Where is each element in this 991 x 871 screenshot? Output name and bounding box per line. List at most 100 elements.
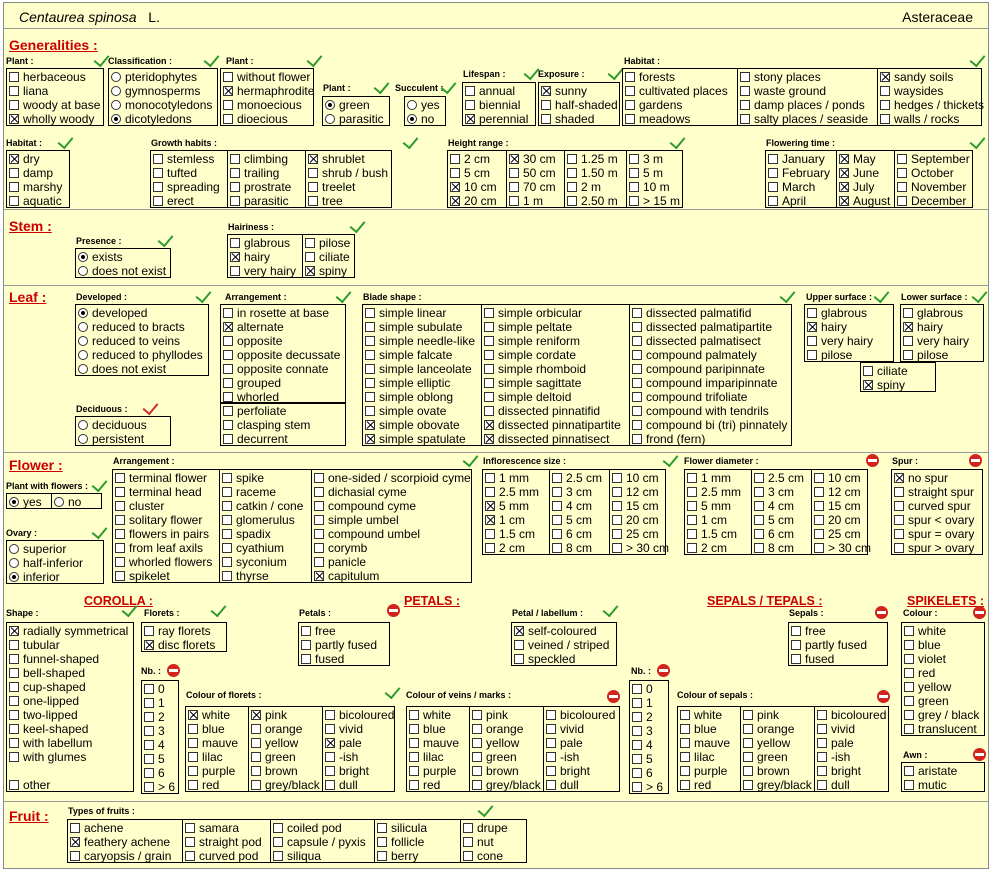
checkbox[interactable] [484, 406, 494, 416]
option-leaf-lower[interactable]: very hairy [903, 334, 969, 348]
option-co-colour[interactable]: dull [325, 778, 358, 792]
option-gen-expo[interactable]: sunny [541, 84, 587, 98]
option-fl-infl[interactable]: > 30 cm [612, 541, 669, 555]
option-gen-flowering[interactable]: March [768, 180, 815, 194]
option-leaf-arr[interactable]: whorled [223, 390, 279, 404]
checkbox[interactable] [472, 724, 482, 734]
checkbox[interactable] [273, 837, 283, 847]
checkbox[interactable] [484, 308, 494, 318]
checkbox[interactable] [308, 168, 318, 178]
checkbox[interactable] [365, 392, 375, 402]
option-gen-life[interactable]: biennial [465, 98, 520, 112]
option-fl-infl[interactable]: 2 cm [485, 541, 525, 555]
checkbox[interactable] [904, 626, 914, 636]
checkbox[interactable] [687, 501, 697, 511]
option-fl-infl[interactable]: 15 cm [612, 499, 659, 513]
checkbox[interactable] [9, 752, 19, 762]
option-se-nb[interactable]: > 6 [632, 780, 663, 794]
checkbox[interactable] [768, 182, 778, 192]
option-pe-veins[interactable]: red [409, 778, 440, 792]
option-fl-arr[interactable]: compound umbel [314, 527, 420, 541]
checkbox[interactable] [894, 515, 904, 525]
option-co-shape[interactable]: other [9, 778, 50, 792]
checkbox[interactable] [546, 738, 556, 748]
option-pe-veins[interactable]: pale [546, 736, 583, 750]
checkbox[interactable] [115, 515, 125, 525]
option-gen-expo[interactable]: shaded [541, 112, 594, 126]
option-sp-colour[interactable]: blue [904, 638, 941, 652]
option-co-nb[interactable]: 5 [144, 752, 165, 766]
option-gen-flowering[interactable]: January [768, 152, 825, 166]
option-gen-class[interactable]: monocotyledons [111, 98, 212, 112]
radio-button[interactable] [78, 308, 88, 318]
option-leaf-blade[interactable]: compound imparipinnate [632, 376, 777, 390]
checkbox[interactable] [541, 86, 551, 96]
checkbox[interactable] [223, 336, 233, 346]
option-pe-veins[interactable]: -ish [546, 750, 579, 764]
checkbox[interactable] [115, 501, 125, 511]
option-se-colour[interactable]: purple [680, 764, 727, 778]
option-fl-spur[interactable]: straight spur [894, 485, 974, 499]
option-se-sepals[interactable]: partly fused [791, 638, 867, 652]
option-leaf-dec[interactable]: persistent [78, 432, 144, 446]
radio-button[interactable] [78, 252, 88, 262]
option-fl-with[interactable]: no [54, 495, 81, 509]
checkbox[interactable] [509, 196, 519, 206]
option-fl-arr[interactable]: cyathium [222, 541, 284, 555]
checkbox[interactable] [9, 682, 19, 692]
checkbox[interactable] [817, 766, 827, 776]
checkbox[interactable] [754, 473, 764, 483]
checkbox[interactable] [185, 851, 195, 861]
option-fl-arr[interactable]: dichasial cyme [314, 485, 407, 499]
checkbox[interactable] [743, 752, 753, 762]
option-leaf-blade[interactable]: simple subulate [365, 320, 462, 334]
checkbox[interactable] [552, 473, 562, 483]
option-leaf-blade[interactable]: compound with tendrils [632, 404, 769, 418]
checkbox[interactable] [115, 473, 125, 483]
checkbox[interactable] [463, 851, 473, 861]
option-gen-habitat2[interactable]: dry [9, 152, 40, 166]
checkbox[interactable] [687, 515, 697, 525]
option-fl-infl[interactable]: 3 cm [552, 485, 592, 499]
checkbox[interactable] [377, 837, 387, 847]
checkbox[interactable] [632, 308, 642, 318]
checkbox[interactable] [904, 696, 914, 706]
checkbox[interactable] [743, 724, 753, 734]
checkbox[interactable] [409, 738, 419, 748]
option-co-colour[interactable]: brown [251, 764, 298, 778]
option-se-colour[interactable]: blue [680, 722, 717, 736]
checkbox[interactable] [904, 668, 914, 678]
checkbox[interactable] [325, 780, 335, 790]
checkbox[interactable] [314, 571, 324, 581]
checkbox[interactable] [817, 738, 827, 748]
checkbox[interactable] [740, 100, 750, 110]
checkbox[interactable] [485, 515, 495, 525]
checkbox[interactable] [612, 501, 622, 511]
option-se-sepals[interactable]: fused [791, 652, 834, 666]
option-gen-habitat[interactable]: sandy soils [880, 70, 953, 84]
checkbox[interactable] [509, 168, 519, 178]
option-gen-flowering[interactable]: September [897, 152, 970, 166]
checkbox[interactable] [817, 780, 827, 790]
option-fr-types[interactable]: berry [377, 849, 418, 863]
option-pe-veins[interactable]: blue [409, 722, 446, 736]
checkbox[interactable] [897, 154, 907, 164]
option-leaf-blade[interactable]: simple lanceolate [365, 362, 472, 376]
option-gen-height[interactable]: 70 cm [509, 180, 556, 194]
checkbox[interactable] [567, 168, 577, 178]
option-leaf-arr[interactable]: alternate [223, 320, 284, 334]
checkbox[interactable] [814, 473, 824, 483]
option-fl-infl[interactable]: 5 mm [485, 499, 529, 513]
option-leaf-blade[interactable]: simple falcate [365, 348, 452, 362]
option-fr-types[interactable]: nut [463, 835, 494, 849]
option-co-shape[interactable]: with labellum [9, 736, 92, 750]
checkbox[interactable] [629, 154, 639, 164]
checkbox[interactable] [839, 182, 849, 192]
checkbox[interactable] [612, 515, 622, 525]
checkbox[interactable] [463, 823, 473, 833]
option-fl-arr[interactable]: terminal head [115, 485, 202, 499]
option-gen-habitat[interactable]: damp places / ponds [740, 98, 865, 112]
option-fl-diam[interactable]: 1.5 cm [687, 527, 737, 541]
checkbox[interactable] [880, 100, 890, 110]
option-gen-flowering[interactable]: December [897, 194, 966, 208]
